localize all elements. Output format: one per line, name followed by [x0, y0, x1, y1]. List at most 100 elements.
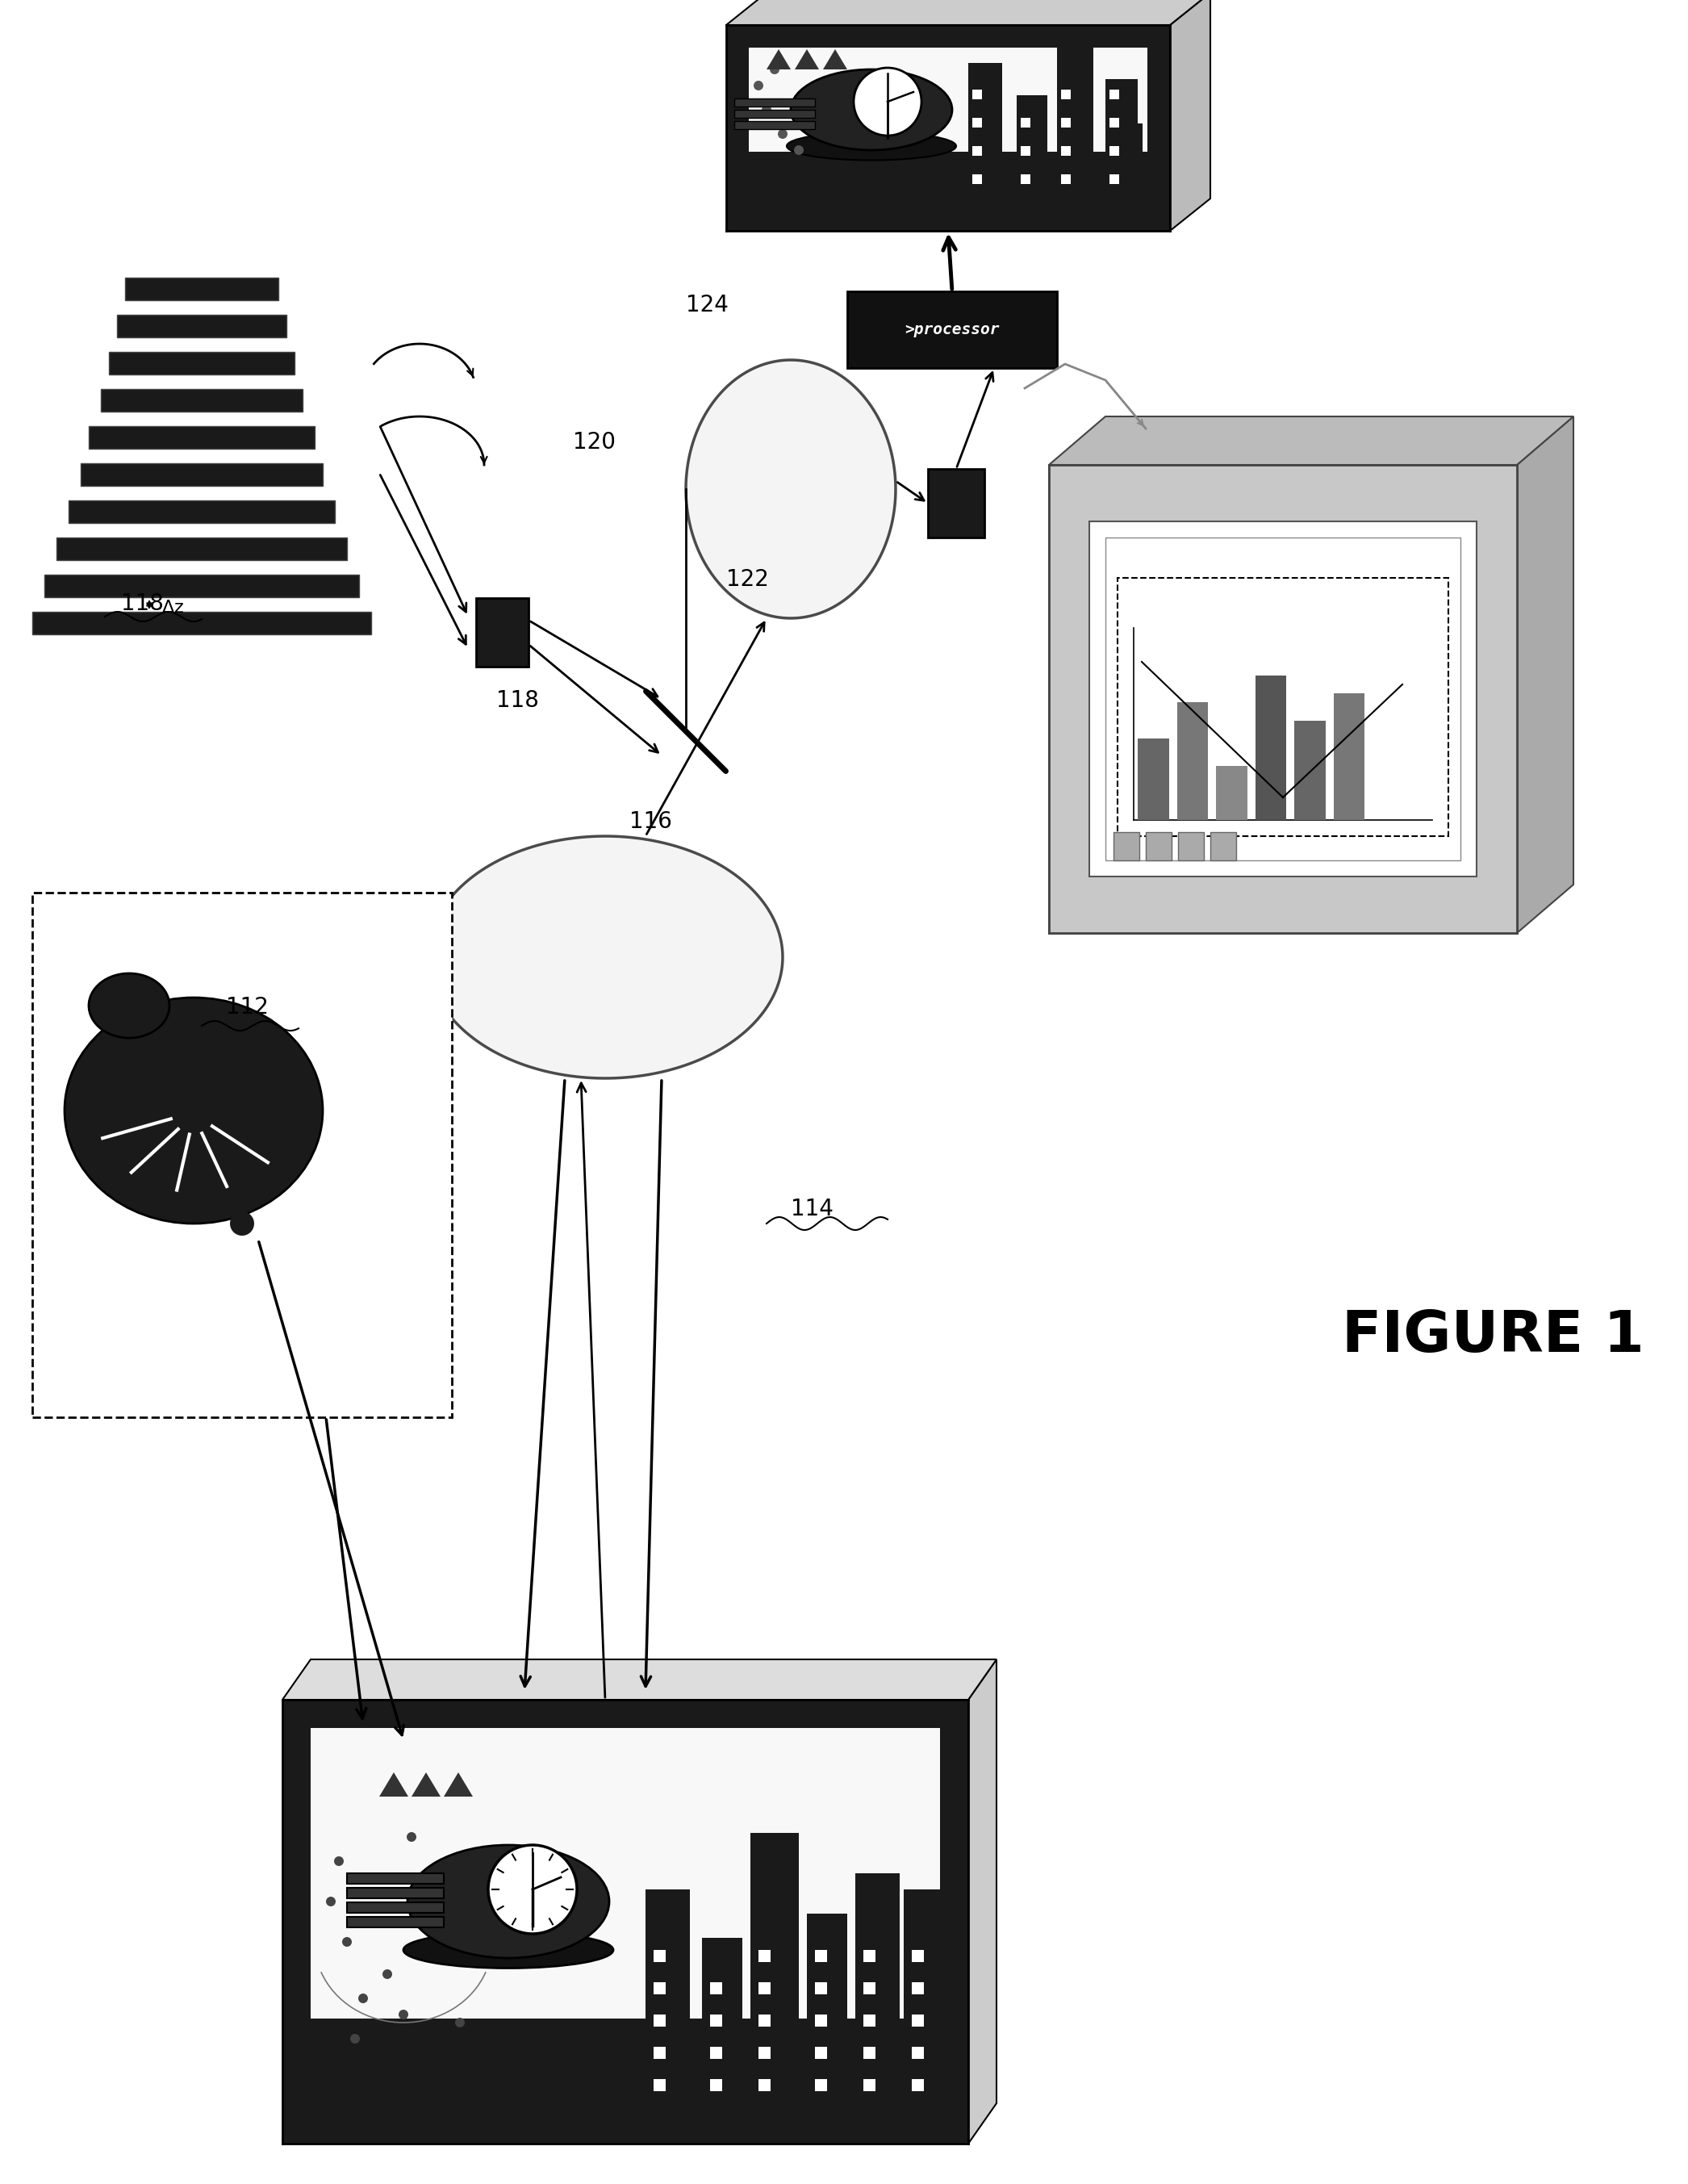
- Bar: [815, 2079, 827, 2092]
- Bar: [311, 2018, 940, 2116]
- Bar: [749, 48, 1148, 151]
- Bar: [1021, 175, 1030, 183]
- Circle shape: [383, 1970, 392, 1979]
- Bar: [1215, 767, 1247, 819]
- Circle shape: [398, 2009, 408, 2020]
- Bar: [969, 63, 1003, 207]
- Bar: [711, 1983, 722, 1994]
- Bar: [653, 2014, 665, 2027]
- Polygon shape: [412, 1773, 441, 1797]
- Bar: [1177, 703, 1209, 819]
- Bar: [1146, 832, 1171, 860]
- Bar: [815, 2046, 827, 2060]
- Bar: [1117, 579, 1448, 836]
- Bar: [734, 120, 815, 129]
- Bar: [863, 2046, 876, 2060]
- Circle shape: [343, 1937, 351, 1946]
- Circle shape: [349, 2033, 360, 2044]
- Bar: [903, 1889, 952, 2116]
- Bar: [912, 2014, 923, 2027]
- Bar: [116, 314, 287, 336]
- Bar: [863, 2014, 876, 2027]
- Bar: [815, 2014, 827, 2027]
- Polygon shape: [685, 360, 896, 618]
- Bar: [89, 426, 314, 448]
- Bar: [863, 1950, 876, 1961]
- Bar: [912, 1950, 923, 1961]
- Bar: [815, 1950, 827, 1961]
- Circle shape: [358, 1994, 368, 2003]
- Bar: [1138, 738, 1168, 819]
- Bar: [972, 175, 982, 183]
- Polygon shape: [380, 1773, 408, 1797]
- Bar: [1256, 675, 1286, 819]
- Bar: [476, 598, 528, 666]
- Bar: [1062, 175, 1070, 183]
- Circle shape: [793, 146, 803, 155]
- Circle shape: [854, 68, 922, 135]
- Bar: [653, 1983, 665, 1994]
- Ellipse shape: [403, 1933, 613, 1968]
- Bar: [734, 98, 815, 107]
- Bar: [749, 151, 1148, 207]
- Bar: [56, 537, 348, 559]
- Bar: [348, 1887, 444, 1898]
- Bar: [1048, 465, 1518, 933]
- Bar: [711, 2014, 722, 2027]
- Bar: [311, 1728, 940, 2018]
- Bar: [807, 1913, 847, 2116]
- Bar: [928, 470, 984, 537]
- Bar: [348, 1902, 444, 1913]
- Polygon shape: [766, 50, 790, 70]
- Polygon shape: [282, 1660, 996, 1699]
- Circle shape: [334, 1856, 344, 1865]
- Text: FIGURE 1: FIGURE 1: [1342, 1308, 1644, 1365]
- Bar: [702, 1937, 743, 2116]
- Bar: [1114, 832, 1139, 860]
- Circle shape: [761, 105, 771, 114]
- Bar: [758, 1950, 771, 1961]
- Text: 118: 118: [496, 690, 538, 712]
- Bar: [1089, 522, 1477, 876]
- Bar: [1106, 79, 1138, 207]
- Circle shape: [488, 1845, 577, 1933]
- Bar: [758, 2014, 771, 2027]
- Text: >processor: >processor: [905, 321, 999, 336]
- Text: 120: 120: [572, 430, 616, 454]
- Ellipse shape: [407, 1845, 609, 1959]
- Bar: [758, 2046, 771, 2060]
- Polygon shape: [1048, 417, 1573, 465]
- Bar: [972, 90, 982, 98]
- Bar: [1109, 118, 1119, 127]
- Bar: [711, 2079, 722, 2092]
- Bar: [69, 500, 334, 522]
- Bar: [1062, 118, 1070, 127]
- Text: 114: 114: [790, 1197, 834, 1221]
- Bar: [751, 1832, 798, 2116]
- Bar: [282, 1699, 969, 2145]
- Bar: [81, 463, 322, 485]
- Bar: [1106, 537, 1460, 860]
- Text: 112: 112: [226, 996, 268, 1018]
- Bar: [1021, 118, 1030, 127]
- Bar: [653, 1950, 665, 1961]
- Text: 122: 122: [726, 568, 768, 592]
- Bar: [972, 118, 982, 127]
- Bar: [972, 146, 982, 155]
- Circle shape: [778, 129, 788, 140]
- Bar: [645, 1889, 690, 2116]
- Circle shape: [422, 1913, 432, 1922]
- Bar: [653, 2046, 665, 2060]
- Bar: [758, 1983, 771, 1994]
- Ellipse shape: [787, 131, 955, 159]
- Text: 116: 116: [630, 810, 672, 832]
- Bar: [1062, 90, 1070, 98]
- Bar: [125, 277, 279, 299]
- Bar: [44, 574, 360, 596]
- Bar: [863, 2079, 876, 2092]
- Bar: [311, 1728, 940, 2116]
- Bar: [1057, 46, 1094, 207]
- Bar: [815, 1983, 827, 1994]
- Bar: [1178, 832, 1204, 860]
- Bar: [653, 2079, 665, 2092]
